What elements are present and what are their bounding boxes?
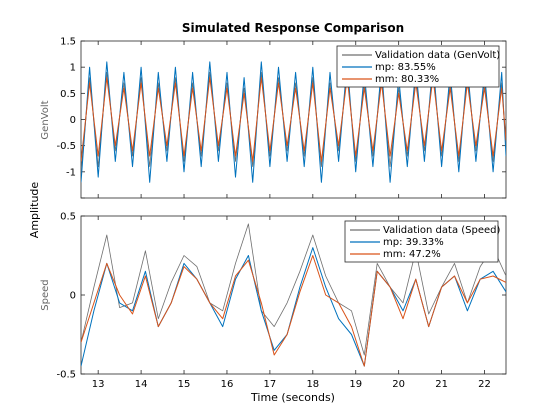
speed-xtick-label: 19 — [349, 379, 362, 390]
speed-xtick-label: 16 — [221, 379, 234, 390]
speed-ytick-label: -0.5 — [56, 370, 76, 381]
speed-legend-label-mp: mp: 39.33% — [383, 237, 444, 248]
speed-xtick-label: 20 — [392, 379, 405, 390]
speed-ytick-label: 0 — [70, 291, 76, 302]
genvolt-ytick-label: 1.5 — [60, 37, 76, 48]
speed-series-validation — [81, 223, 506, 356]
genvolt-ytick-label: 0.5 — [60, 89, 76, 100]
genvolt-series-mm — [81, 77, 506, 162]
genvolt-y-label: GenVolt — [40, 100, 51, 139]
genvolt-legend-label-validation: Validation data (GenVolt) — [375, 50, 500, 61]
speed-series-mm — [81, 255, 506, 367]
speed-y-label: Speed — [40, 279, 51, 310]
genvolt-legend-label-mm: mm: 80.33% — [375, 74, 439, 85]
x-axis-label: Time (seconds) — [250, 391, 335, 404]
genvolt-axes: -1 -0.5 0 0.5 1 1.5 GenVolt Validation data (… — [40, 37, 507, 199]
speed-legend-label-validation: Validation data (Speed) — [383, 225, 501, 236]
speed-xtick-label: 21 — [435, 379, 448, 390]
genvolt-ytick-label: -1 — [66, 167, 76, 178]
speed-legend-label-mm: mm: 47.2% — [383, 249, 441, 260]
speed-legend: Validation data (Speed) mp: 39.33% mm: 4… — [344, 220, 501, 263]
speed-ytick-label: 0.5 — [60, 212, 76, 223]
genvolt-ticks: -1 -0.5 0 0.5 1 1.5 — [56, 37, 506, 199]
genvolt-series — [81, 61, 506, 183]
genvolt-legend: Validation data (GenVolt) mp: 83.55% mm:… — [336, 45, 500, 88]
speed-xtick-label: 13 — [92, 379, 105, 390]
genvolt-ytick-label: -0.5 — [56, 141, 76, 152]
shared-y-label: Amplitude — [28, 182, 41, 239]
genvolt-ytick-label: 1 — [70, 63, 76, 74]
figure-title: Simulated Response Comparison — [182, 21, 404, 35]
genvolt-legend-label-mp: mp: 83.55% — [375, 62, 436, 73]
speed-xtick-label: 14 — [135, 379, 148, 390]
speed-xtick-label: 15 — [178, 379, 191, 390]
speed-xtick-label: 22 — [478, 379, 491, 390]
speed-xtick-label: 17 — [264, 379, 277, 390]
genvolt-series-mp — [81, 61, 506, 183]
speed-series — [81, 223, 506, 367]
genvolt-ytick-label: 0 — [70, 115, 76, 126]
speed-xtick-label: 18 — [306, 379, 319, 390]
speed-axes: 13 14 15 16 17 18 19 20 21 22 -0.5 0 0.5 Speed Valid… — [40, 212, 507, 390]
speed-ticks: 13 14 15 16 17 18 19 20 21 22 -0.5 0 0.5 — [56, 212, 506, 390]
